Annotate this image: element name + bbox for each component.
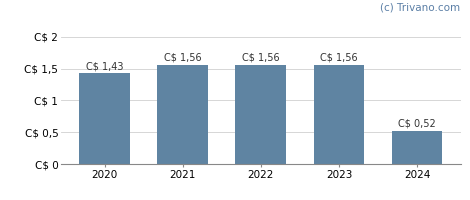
Text: (c) Trivano.com: (c) Trivano.com [381, 3, 461, 13]
Text: C$ 1,56: C$ 1,56 [320, 53, 358, 63]
Bar [157, 65, 208, 164]
Bar [392, 131, 442, 164]
Text: C$ 1,56: C$ 1,56 [242, 53, 280, 63]
Bar [313, 65, 364, 164]
Text: C$ 1,43: C$ 1,43 [86, 61, 124, 71]
Text: C$ 1,56: C$ 1,56 [164, 53, 202, 63]
Bar [79, 73, 130, 164]
Bar [235, 65, 286, 164]
Text: C$ 0,52: C$ 0,52 [398, 119, 436, 129]
